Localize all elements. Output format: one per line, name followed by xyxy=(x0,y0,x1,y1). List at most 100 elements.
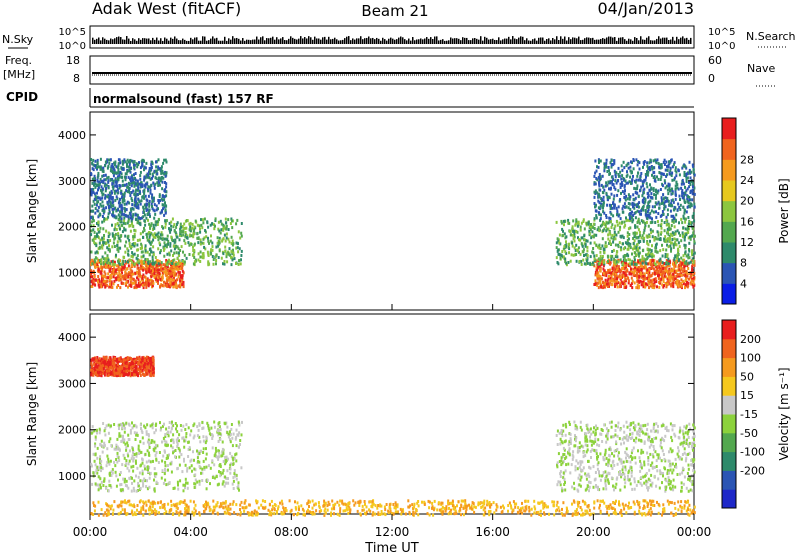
power-cell xyxy=(656,264,659,268)
power-cell xyxy=(683,211,686,215)
power-cell xyxy=(601,244,604,248)
nsky-sample xyxy=(468,40,470,44)
power-cell xyxy=(678,267,681,271)
power-cell xyxy=(642,280,645,284)
velocity-cell xyxy=(123,423,125,427)
power-cell xyxy=(589,228,592,232)
power-cell xyxy=(110,164,113,168)
power-cell xyxy=(611,179,613,183)
power-cell xyxy=(158,275,161,279)
power-cell xyxy=(202,256,205,260)
power-cell xyxy=(681,166,684,170)
nsky-sample xyxy=(334,37,336,44)
power-cell xyxy=(609,232,612,236)
power-cell xyxy=(121,209,124,213)
power-cell xyxy=(225,221,228,225)
power-cell xyxy=(638,275,640,279)
power-cell xyxy=(161,272,164,276)
power-cell xyxy=(132,189,135,193)
power-cell xyxy=(675,259,678,263)
power-cell xyxy=(199,227,201,231)
nsky-sample xyxy=(306,38,308,44)
power-cell xyxy=(665,259,668,262)
power-cell xyxy=(148,202,151,205)
power-cell xyxy=(154,220,157,224)
power-cell xyxy=(107,258,110,262)
power-cell xyxy=(678,264,681,268)
power-cell xyxy=(593,217,596,221)
velocity-cell xyxy=(140,429,143,433)
power-cell xyxy=(228,253,231,257)
nsky-sample xyxy=(646,37,648,44)
nsky-sample xyxy=(160,38,162,44)
power-cell xyxy=(606,183,609,187)
power-cell xyxy=(175,223,178,226)
nsky-sample xyxy=(362,39,364,44)
power-cell xyxy=(120,268,123,272)
power-cell xyxy=(163,247,166,251)
power-cell xyxy=(610,226,613,229)
velocity-cell xyxy=(218,425,221,429)
power-cell xyxy=(665,218,668,222)
power-cell xyxy=(651,244,653,248)
power-cell xyxy=(595,169,598,173)
power-cell xyxy=(131,206,134,210)
power-cell xyxy=(186,234,188,238)
power-cell xyxy=(658,166,661,170)
power-cell xyxy=(645,266,647,270)
power-cell xyxy=(626,242,629,246)
power-cell xyxy=(181,273,184,277)
power-cell xyxy=(559,242,562,246)
freq-frame xyxy=(89,55,695,85)
power-cell xyxy=(134,204,137,208)
power-cell xyxy=(107,215,110,219)
power-cell xyxy=(619,281,622,285)
power-cell xyxy=(670,214,673,218)
power-cell xyxy=(147,185,150,189)
power-cell xyxy=(116,285,118,289)
nsky-sample xyxy=(680,37,682,44)
power-cell xyxy=(145,232,148,236)
power-region-5 xyxy=(593,158,696,221)
power-cell xyxy=(680,186,683,190)
power-cell xyxy=(131,222,133,226)
power-cell xyxy=(667,279,670,283)
velocity-cell xyxy=(141,472,144,476)
power-cell xyxy=(565,235,568,239)
power-cell xyxy=(609,187,612,191)
power-cell xyxy=(90,188,93,192)
power-cell xyxy=(623,254,626,257)
power-cell xyxy=(198,224,201,228)
power-cell xyxy=(674,218,677,222)
power-cell xyxy=(101,255,104,259)
power-cell xyxy=(571,225,574,229)
power-cell xyxy=(159,265,162,269)
power-cell xyxy=(157,201,160,205)
power-cell xyxy=(630,267,632,271)
power-cell xyxy=(107,179,110,183)
power-cell xyxy=(163,270,166,274)
power-cell xyxy=(664,181,667,185)
power-cell xyxy=(102,278,105,282)
power-cell xyxy=(227,218,230,222)
power-cell xyxy=(564,260,567,264)
power-cell xyxy=(631,259,634,263)
power-cell xyxy=(584,262,587,266)
power-cell xyxy=(136,266,139,270)
power-cell xyxy=(157,247,160,251)
power-cell xyxy=(620,180,623,184)
power-cell xyxy=(586,222,589,226)
power-cell xyxy=(137,259,140,263)
power-cell xyxy=(640,172,643,175)
power-cell xyxy=(92,260,94,264)
velocity-cell xyxy=(215,454,217,458)
power-cell xyxy=(692,168,695,172)
power-cell xyxy=(105,241,108,245)
power-cell xyxy=(183,222,186,226)
power-cell xyxy=(641,280,644,284)
power-cell xyxy=(648,188,651,192)
colorbar-tick-label: 24 xyxy=(740,174,754,187)
power-cell xyxy=(637,250,640,253)
power-cell xyxy=(639,175,642,178)
